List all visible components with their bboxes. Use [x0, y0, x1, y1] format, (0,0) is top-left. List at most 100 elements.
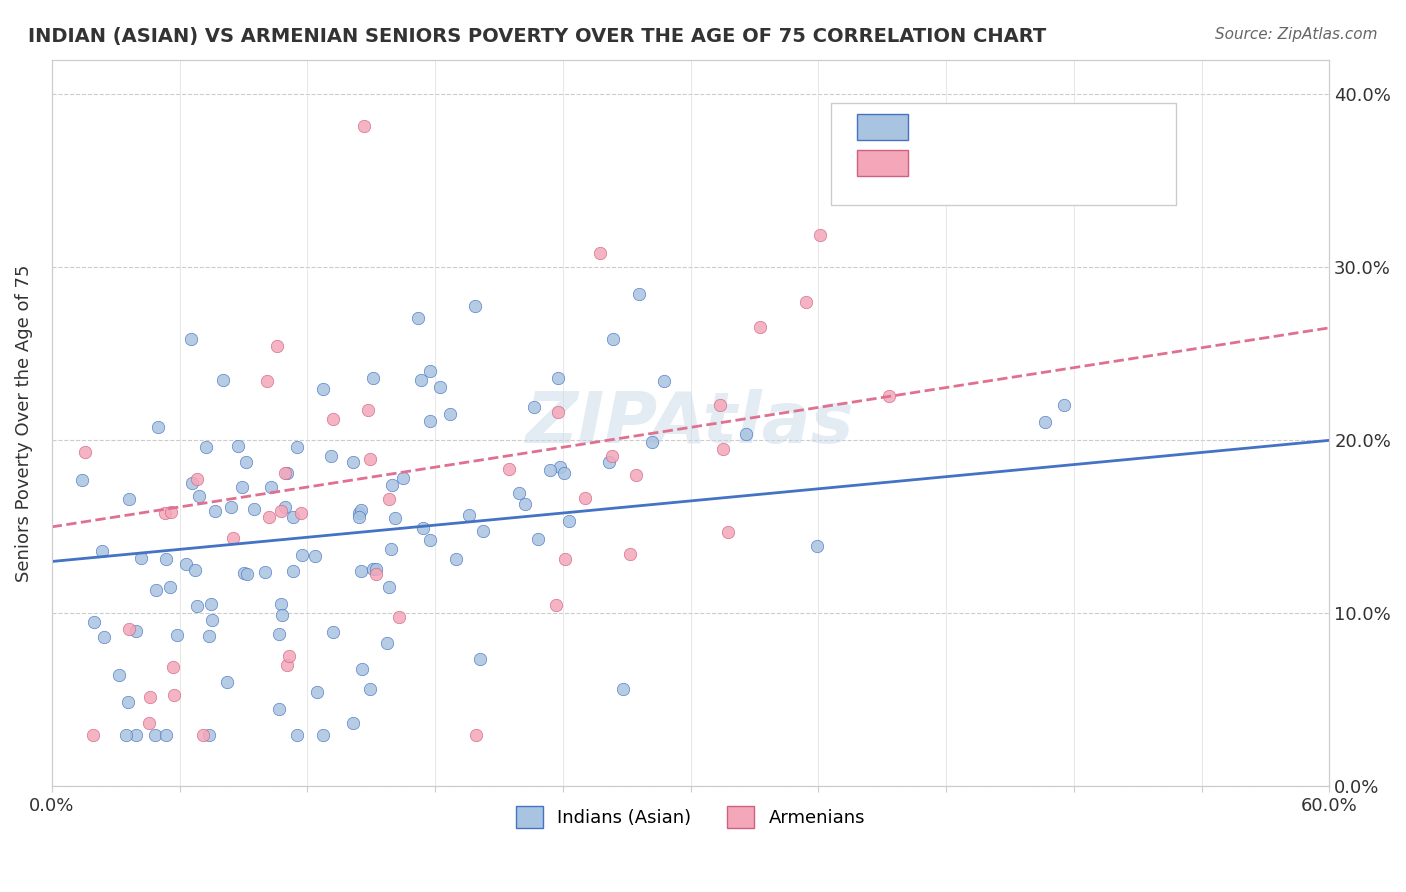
Point: [155, 552, 177, 566]
Point: [93, 630, 115, 644]
Point: [270, 503, 292, 517]
Point: [366, 562, 388, 576]
Point: [290, 506, 312, 520]
Point: [347, 509, 370, 524]
Point: [125, 624, 148, 638]
Point: [1033, 415, 1056, 429]
Point: [274, 467, 297, 481]
Point: [547, 404, 569, 418]
Point: [82, 727, 104, 741]
Point: [267, 701, 290, 715]
Point: [191, 727, 214, 741]
Point: [108, 668, 131, 682]
Point: [508, 486, 530, 500]
Point: [364, 566, 387, 581]
Point: [709, 398, 731, 412]
Point: [342, 455, 364, 469]
Point: [319, 450, 342, 464]
Point: [138, 716, 160, 731]
Point: [350, 503, 373, 517]
Point: [347, 507, 370, 521]
Point: [553, 466, 575, 480]
Point: [419, 533, 441, 547]
Point: [716, 525, 738, 540]
Point: [598, 455, 620, 469]
Point: [384, 510, 406, 524]
Point: [879, 389, 901, 403]
Point: [538, 463, 561, 477]
Point: [312, 727, 335, 741]
Point: [283, 510, 305, 524]
Point: [322, 412, 344, 426]
Point: [188, 489, 211, 503]
Point: [186, 473, 208, 487]
Point: [278, 649, 301, 664]
Point: [794, 295, 817, 310]
Point: [380, 541, 402, 556]
Point: [281, 564, 304, 578]
Point: [231, 480, 253, 494]
Point: [159, 505, 181, 519]
Point: [429, 380, 451, 394]
Point: [236, 567, 259, 582]
Point: [378, 491, 401, 506]
FancyBboxPatch shape: [856, 114, 908, 139]
Point: [498, 462, 520, 476]
Point: [181, 475, 204, 490]
Point: [546, 599, 568, 613]
Point: [243, 502, 266, 516]
Point: [139, 690, 162, 705]
Point: [285, 727, 308, 741]
Point: [155, 507, 177, 521]
Point: [589, 246, 612, 260]
Legend: Indians (Asian), Armenians: Indians (Asian), Armenians: [509, 799, 873, 836]
Point: [266, 338, 288, 352]
Point: [468, 652, 491, 666]
Point: [359, 681, 381, 696]
Point: [271, 608, 294, 623]
Point: [186, 599, 208, 614]
Point: [392, 471, 415, 485]
Point: [276, 467, 298, 481]
Point: [626, 467, 648, 482]
Point: [312, 382, 335, 396]
Point: [155, 727, 177, 741]
Point: [526, 532, 548, 546]
Point: [619, 547, 641, 561]
Point: [375, 635, 398, 649]
Point: [145, 582, 167, 597]
Point: [200, 597, 222, 611]
Point: [388, 610, 411, 624]
Point: [806, 539, 828, 553]
Point: [235, 455, 257, 469]
Point: [143, 727, 166, 741]
Point: [574, 491, 596, 505]
Point: [129, 550, 152, 565]
Point: [269, 627, 291, 641]
Point: [304, 549, 326, 564]
Point: [75, 445, 97, 459]
Point: [342, 715, 364, 730]
Point: [254, 565, 277, 579]
Point: [219, 500, 242, 514]
Point: [808, 228, 831, 243]
Text: R = 0.347    N = 107: R = 0.347 N = 107: [927, 118, 1099, 136]
Text: Source: ZipAtlas.com: Source: ZipAtlas.com: [1215, 27, 1378, 42]
Point: [612, 681, 634, 696]
Point: [381, 478, 404, 492]
Point: [180, 332, 202, 346]
Point: [654, 374, 676, 388]
Point: [361, 371, 384, 385]
Point: [419, 363, 441, 377]
Point: [748, 320, 770, 334]
Point: [359, 452, 381, 467]
Point: [554, 552, 576, 566]
Point: [547, 371, 569, 385]
Point: [350, 662, 373, 676]
Point: [734, 426, 756, 441]
Point: [212, 373, 235, 387]
Point: [464, 299, 486, 313]
Point: [118, 622, 141, 636]
Point: [513, 497, 536, 511]
Point: [411, 373, 433, 387]
